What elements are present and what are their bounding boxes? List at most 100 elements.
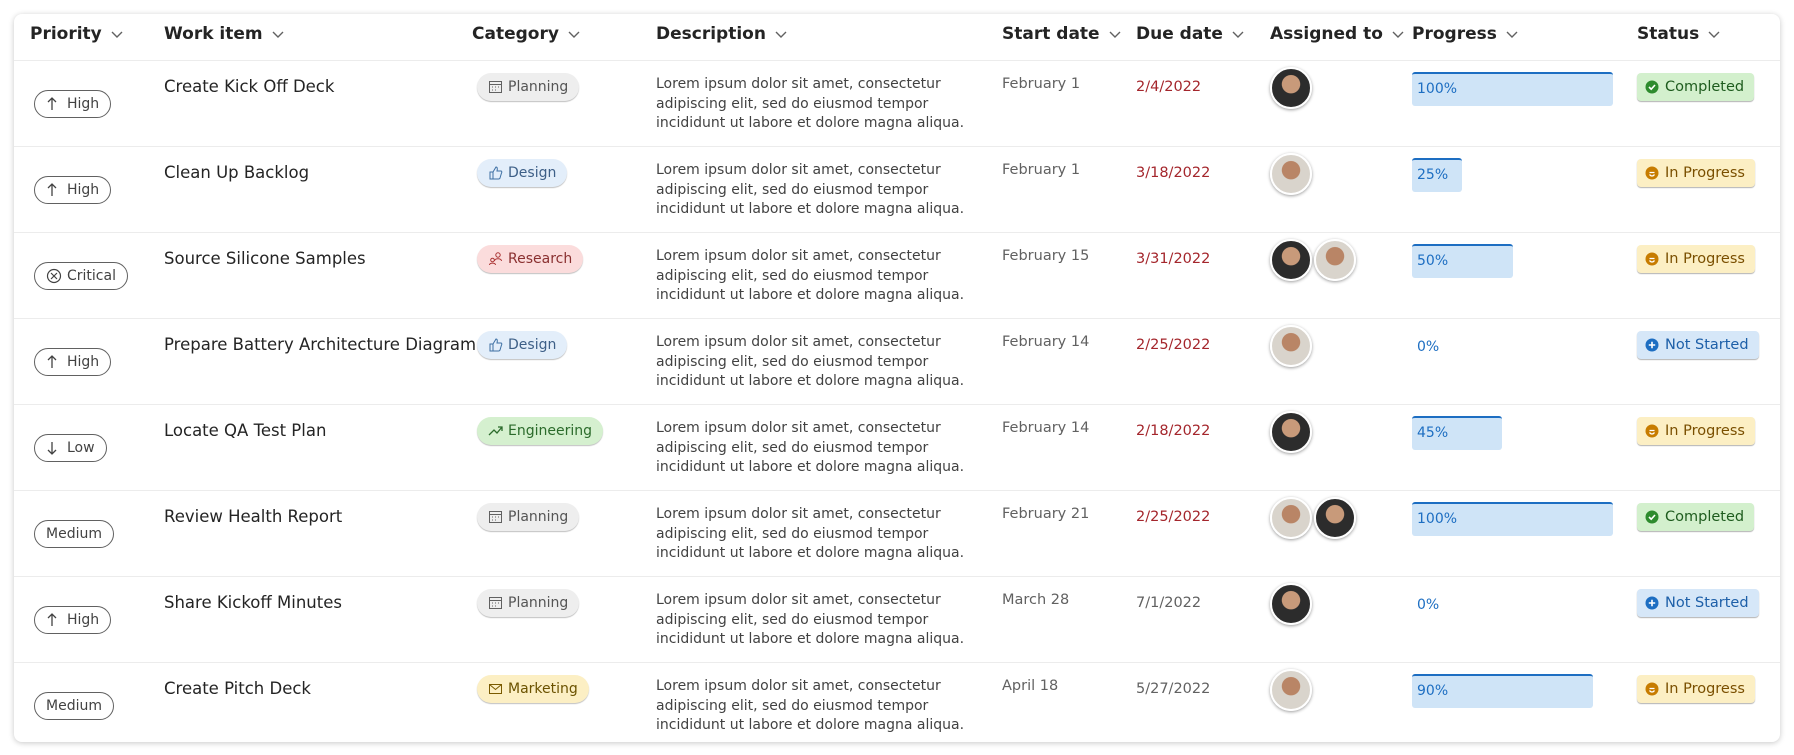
status-label: Completed <box>1665 509 1745 525</box>
column-header-label: Status <box>1637 24 1700 44</box>
work-item: Source Silicone Samples <box>164 249 366 268</box>
due-date: 2/25/2022 <box>1136 337 1211 353</box>
priority-label: High <box>67 612 100 628</box>
table-row[interactable]: High Clean Up Backlog Design Lorem ipsum do… <box>14 146 1780 233</box>
priority-pill: High <box>34 606 112 634</box>
priority-pill: Low <box>34 434 107 462</box>
sort-chevron <box>1505 28 1519 40</box>
progress-bar <box>1412 158 1463 192</box>
status-badge: In Progress <box>1637 245 1755 273</box>
description: Lorem ipsum dolor sit amet, consectetur … <box>656 76 965 131</box>
status-icon <box>1645 80 1659 94</box>
progress-bar <box>1412 502 1613 536</box>
category-label: Research <box>508 251 573 267</box>
table-row[interactable]: Critical Source Silicone Samples Research L… <box>14 232 1780 319</box>
table-row[interactable]: Low Locate QA Test Plan Engineering Lorem i… <box>14 404 1780 491</box>
category-tag: Design <box>477 331 568 359</box>
avatar[interactable] <box>1270 325 1312 367</box>
priority-label: High <box>67 182 100 198</box>
due-date: 2/18/2022 <box>1136 423 1211 439</box>
status-label: In Progress <box>1665 423 1745 439</box>
category-tag: Planning <box>477 73 580 101</box>
priority-icon <box>46 268 62 284</box>
start-date: March 28 <box>1002 592 1070 608</box>
status-icon <box>1645 166 1659 180</box>
avatar[interactable] <box>1270 497 1312 539</box>
avatar[interactable] <box>1270 411 1312 453</box>
work-item: Create Pitch Deck <box>164 679 311 698</box>
column-header[interactable]: Start date <box>1002 14 1122 54</box>
priority-pill: Critical <box>34 262 128 290</box>
category-label: Planning <box>508 79 569 95</box>
category-icon <box>488 337 503 353</box>
priority-icon <box>46 612 62 628</box>
start-date: February 14 <box>1002 334 1090 350</box>
priority-pill: Medium <box>34 692 114 720</box>
progress-label: 50% <box>1417 253 1449 269</box>
start-date: February 15 <box>1002 248 1090 264</box>
progress-label: 90% <box>1417 683 1449 699</box>
column-header[interactable]: Description <box>656 14 788 54</box>
sort-chevron <box>1231 28 1245 40</box>
status-badge: In Progress <box>1637 675 1755 703</box>
status-label: Not Started <box>1665 337 1749 353</box>
category-icon <box>488 595 503 611</box>
status-badge: Not Started <box>1637 331 1759 359</box>
category-tag: Research <box>477 245 584 273</box>
work-item: Share Kickoff Minutes <box>164 593 342 612</box>
sort-chevron <box>271 28 285 40</box>
priority-icon <box>46 182 62 198</box>
table-row[interactable]: Medium Review Health Report Planning Lorem … <box>14 490 1780 577</box>
column-header[interactable]: Category <box>472 14 581 54</box>
start-date: April 18 <box>1002 678 1059 694</box>
status-icon <box>1645 510 1659 524</box>
column-header[interactable]: Status <box>1637 14 1721 54</box>
start-date: February 21 <box>1002 506 1090 522</box>
category-label: Design <box>508 165 557 181</box>
description: Lorem ipsum dolor sit amet, consectetur … <box>656 678 965 733</box>
sort-chevron <box>110 28 124 40</box>
table-row[interactable]: High Create Kick Off Deck Planning Lorem ip… <box>14 60 1780 147</box>
category-label: Engineering <box>508 423 592 439</box>
table-row[interactable]: Medium Create Pitch Deck Marketing Lorem ip… <box>14 662 1780 742</box>
priority-icon <box>46 96 62 112</box>
avatar[interactable] <box>1314 239 1356 281</box>
column-header[interactable]: Work item <box>164 14 285 54</box>
description: Lorem ipsum dolor sit amet, consectetur … <box>656 334 965 389</box>
status-badge: Not Started <box>1637 589 1759 617</box>
category-icon <box>488 79 503 95</box>
column-header[interactable]: Progress <box>1412 14 1519 54</box>
description: Lorem ipsum dolor sit amet, consectetur … <box>656 506 965 561</box>
table-row[interactable]: High Prepare Battery Architecture Diagram… <box>14 318 1780 405</box>
status-label: Not Started <box>1665 595 1749 611</box>
category-icon <box>488 423 503 439</box>
avatar[interactable] <box>1270 153 1312 195</box>
due-date: 3/18/2022 <box>1136 165 1211 181</box>
sort-chevron <box>1108 28 1122 40</box>
avatar[interactable] <box>1270 239 1312 281</box>
column-header[interactable]: Assigned to <box>1270 14 1405 54</box>
work-item: Prepare Battery Architecture Diagram <box>164 335 477 354</box>
table-row[interactable]: High Share Kickoff Minutes Planning Lorem i… <box>14 576 1780 663</box>
avatar[interactable] <box>1270 67 1312 109</box>
avatar[interactable] <box>1270 583 1312 625</box>
due-date: 2/4/2022 <box>1136 79 1202 95</box>
description: Lorem ipsum dolor sit amet, consectetur … <box>656 248 965 303</box>
column-header[interactable]: Priority <box>30 14 124 54</box>
avatar[interactable] <box>1314 497 1356 539</box>
sort-chevron <box>1707 28 1721 40</box>
status-icon <box>1645 252 1659 266</box>
category-label: Design <box>508 337 557 353</box>
progress-bar <box>1412 416 1503 450</box>
category-icon <box>488 509 503 525</box>
column-header[interactable]: Due date <box>1136 14 1245 54</box>
column-header-label: Progress <box>1412 24 1497 44</box>
status-badge: Completed <box>1637 503 1755 531</box>
start-date: February 1 <box>1002 76 1081 92</box>
avatar[interactable] <box>1270 669 1312 711</box>
priority-label: Low <box>67 440 95 456</box>
priority-icon <box>46 354 62 370</box>
progress-bar <box>1412 674 1593 708</box>
progress-bar <box>1412 72 1613 106</box>
progress-bar <box>1412 244 1513 278</box>
